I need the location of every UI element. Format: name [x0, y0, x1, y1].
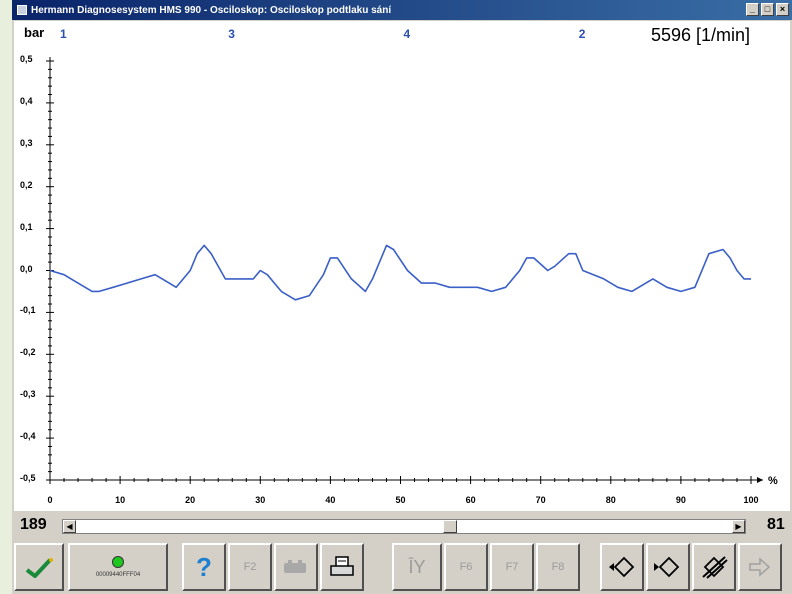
y-cursor-button[interactable]: ĪY — [392, 543, 442, 591]
step-forward-button[interactable] — [646, 543, 690, 591]
horizontal-scrollbar[interactable]: ◀ ▶ — [62, 519, 746, 534]
minimize-button[interactable]: _ — [746, 3, 759, 16]
function-toolbar: 00009440FFF04 ? F2 ĪY F6 F7 F8 — [12, 541, 792, 594]
scroll-left-value: 189 — [20, 516, 47, 533]
cylinder-marker: 1 — [60, 27, 67, 41]
x-tick-label: 20 — [185, 495, 196, 505]
scroll-thumb[interactable] — [443, 520, 458, 533]
x-tick-label: 0 — [47, 495, 53, 505]
y-tick-label: 0,1 — [20, 221, 33, 232]
f6-button[interactable]: F6 — [444, 543, 488, 591]
f8-button[interactable]: F8 — [536, 543, 580, 591]
diamond-right-icon — [654, 556, 680, 578]
window-title: Hermann Diagnosesystem HMS 990 - Oscilos… — [31, 4, 392, 16]
f2-label: F2 — [243, 561, 257, 573]
diamond-crossed-icon — [702, 556, 728, 579]
f2-button[interactable]: F2 — [228, 543, 272, 591]
battery-icon — [284, 560, 306, 573]
cylinder-marker: 3 — [228, 27, 235, 41]
diamond-left-icon — [609, 556, 635, 578]
vacuum-trace-line — [49, 244, 751, 301]
x-tick-label: 90 — [675, 495, 686, 505]
x-tick-label: 50 — [395, 495, 406, 505]
x-tick-label: 30 — [255, 495, 266, 505]
ok-button[interactable] — [14, 543, 64, 591]
y-tick-label: -0,2 — [20, 347, 36, 358]
maximize-button[interactable]: □ — [761, 3, 774, 16]
application-window: Hermann Diagnosesystem HMS 990 - Oscilos… — [12, 0, 792, 594]
scroll-right-value: 81 — [767, 516, 785, 533]
step-back-button[interactable] — [600, 543, 644, 591]
f6-label: F6 — [459, 561, 473, 573]
scroll-row: 189 ◀ ▶ 81 — [12, 514, 792, 538]
x-tick-label: 60 — [465, 495, 476, 505]
y-tick-label: 0,5 — [20, 54, 33, 64]
oscilloscope-plot: bar % 5596 [1/min] 0,5 0,4 0,3 0,2 0,1 0,0 -0,… — [14, 21, 790, 511]
x-tick-label: 10 — [115, 495, 126, 505]
y-unit-label: bar — [24, 25, 45, 40]
status-button[interactable]: 00009440FFF04 — [68, 543, 168, 591]
checkmark-icon — [25, 558, 53, 578]
x-unit-label: % — [768, 475, 778, 487]
rpm-readout: 5596 [1/min] — [651, 25, 751, 45]
y-tick-label: -0,5 — [20, 473, 36, 483]
next-button[interactable] — [738, 543, 782, 591]
scroll-left-arrow-icon[interactable]: ◀ — [63, 520, 76, 533]
y-tick-label: 0,3 — [20, 137, 33, 148]
x-tick-label: 80 — [605, 495, 616, 505]
x-axis-arrow — [757, 477, 763, 483]
y-tick-label: 0,0 — [20, 263, 33, 274]
y-tick-label: -0,3 — [20, 389, 36, 400]
f7-button[interactable]: F7 — [490, 543, 534, 591]
y-tick-label: 0,4 — [20, 95, 33, 106]
arrow-right-icon — [749, 557, 771, 577]
y-tick-label: 0,2 — [20, 179, 33, 190]
y-tick-label: -0,4 — [20, 431, 36, 442]
printer-icon — [330, 556, 354, 576]
no-cursor-button[interactable] — [692, 543, 736, 591]
status-id: 00009440FFF04 — [95, 572, 141, 578]
oscilloscope-svg — [46, 57, 763, 484]
help-button[interactable]: ? — [182, 543, 226, 591]
title-bar: Hermann Diagnosesystem HMS 990 - Oscilos… — [12, 0, 792, 20]
scroll-right-arrow-icon[interactable]: ▶ — [732, 520, 745, 533]
y-tick-label: -0,1 — [20, 305, 36, 316]
cylinder-marker: 4 — [403, 27, 411, 41]
battery-button[interactable] — [274, 543, 318, 591]
f8-label: F8 — [551, 561, 565, 573]
status-led-icon — [112, 556, 124, 568]
x-tick-label: 100 — [743, 495, 759, 505]
x-tick-label: 40 — [325, 495, 336, 505]
cylinder-marker: 2 — [578, 27, 586, 41]
app-icon — [17, 5, 27, 15]
x-tick-label: 70 — [535, 495, 546, 505]
f7-label: F7 — [505, 561, 519, 573]
close-button[interactable]: × — [776, 3, 789, 16]
print-button[interactable] — [320, 543, 364, 591]
